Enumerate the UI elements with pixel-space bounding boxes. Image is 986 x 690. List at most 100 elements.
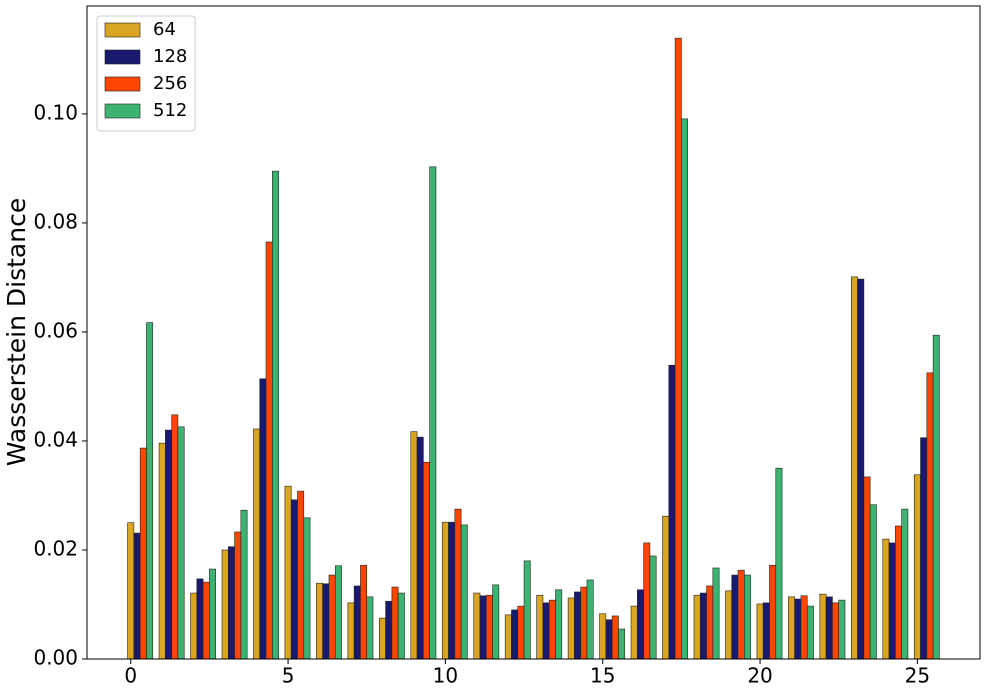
bar (548, 599, 556, 660)
bar (611, 615, 619, 660)
bar (788, 596, 795, 660)
bar (259, 378, 267, 660)
bar (353, 585, 361, 660)
bar (599, 613, 607, 660)
legend-label: 256 (153, 73, 187, 94)
bar (158, 442, 166, 660)
bar (303, 517, 311, 660)
bar (819, 593, 827, 660)
bar (202, 581, 210, 660)
bar (253, 428, 261, 660)
bar (762, 602, 770, 660)
bar (674, 37, 682, 660)
y-axis-label: Wasserstein Distance (2, 198, 31, 466)
bar (681, 118, 688, 660)
bar (391, 586, 399, 660)
bar (227, 546, 235, 660)
bar (441, 521, 449, 660)
bar (397, 592, 405, 660)
bar (744, 574, 751, 660)
bar (328, 574, 336, 660)
bar (460, 524, 468, 660)
y-tick-label: 0.00 (33, 646, 78, 670)
bar (806, 605, 814, 660)
legend-label: 512 (153, 100, 187, 121)
bar (165, 429, 172, 660)
bar (913, 474, 921, 660)
y-tick-label: 0.02 (33, 536, 78, 560)
bar (379, 617, 386, 660)
bar (857, 278, 865, 660)
bar (429, 166, 437, 660)
bar (297, 490, 305, 660)
bar (775, 467, 783, 660)
bar (272, 170, 279, 660)
bar (492, 584, 500, 660)
bar (574, 591, 581, 660)
bar (895, 525, 902, 660)
bar (888, 542, 896, 660)
bar (316, 582, 323, 660)
bar (699, 592, 707, 660)
bar (133, 532, 141, 660)
bar (586, 579, 594, 660)
bar (416, 436, 424, 660)
bar (851, 276, 858, 660)
bar (555, 589, 563, 660)
bar (637, 589, 644, 660)
bar (473, 592, 481, 660)
bar (221, 549, 229, 660)
bar (423, 461, 430, 660)
bar (731, 574, 739, 660)
bar (567, 597, 575, 660)
legend-box (96, 15, 196, 132)
plot-frame (86, 5, 981, 660)
bar (360, 564, 368, 660)
y-tick-label: 0.06 (33, 318, 78, 342)
bar (504, 614, 512, 660)
bar (334, 565, 342, 660)
bar (863, 476, 871, 660)
y-tick-label: 0.04 (33, 427, 78, 451)
bar (649, 555, 657, 660)
bar (618, 628, 626, 660)
bar (756, 603, 764, 660)
bar (712, 567, 720, 660)
bar (486, 594, 493, 660)
x-tick-label: 0 (124, 664, 137, 688)
legend-swatch (104, 76, 141, 92)
bar (536, 594, 544, 660)
bar (825, 596, 833, 660)
bar (234, 531, 242, 660)
bar (127, 522, 135, 660)
bar (794, 598, 802, 660)
y-tick-label: 0.08 (33, 209, 78, 233)
bar (737, 569, 745, 660)
bar (838, 599, 846, 660)
bar (769, 564, 777, 660)
bar (542, 602, 550, 660)
bar (706, 585, 714, 660)
legend-swatch (104, 22, 141, 38)
bar (190, 592, 198, 660)
bar (139, 447, 147, 660)
bar (284, 485, 292, 660)
bar (240, 509, 248, 660)
bar (693, 594, 701, 660)
x-tick-label: 5 (282, 664, 295, 688)
bar (869, 504, 877, 660)
bar (668, 364, 676, 660)
bar (454, 508, 462, 660)
bar (800, 595, 808, 660)
bar (605, 619, 613, 660)
bar (171, 414, 179, 660)
bar (901, 508, 909, 660)
bar (196, 578, 204, 660)
bar (209, 568, 216, 660)
bar (920, 437, 928, 660)
bar (882, 538, 890, 660)
bar (932, 334, 940, 660)
legend-label: 64 (153, 19, 176, 40)
bar (523, 560, 531, 660)
